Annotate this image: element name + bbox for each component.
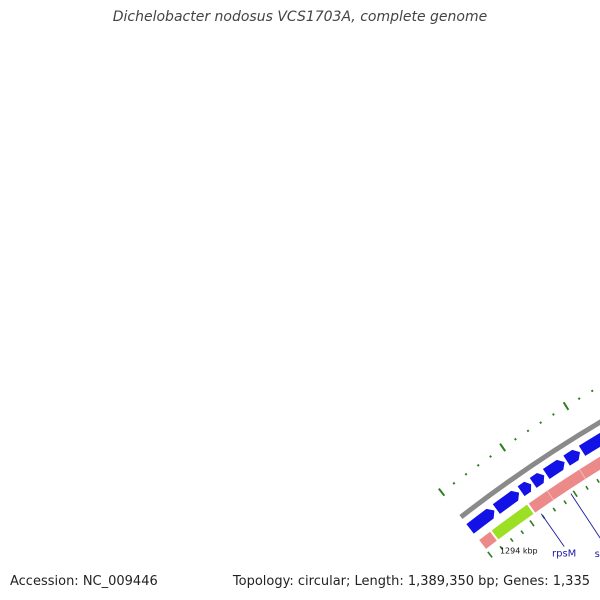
gc-tick <box>539 421 543 425</box>
scale-ticks: 1294 kbp1296 kbp1298 kbp1300 kbp1302 kbp… <box>500 546 538 555</box>
scale-tick-label: 1294 kbp <box>500 546 538 555</box>
feature-band-track <box>478 455 600 551</box>
cds-arrow-6 <box>578 432 600 456</box>
feature-band-2 <box>527 455 600 514</box>
feature-band-1 <box>490 503 535 541</box>
cds-track <box>466 432 600 534</box>
gc-tick <box>526 429 530 433</box>
gene-label-secY[interactable]: secY <box>595 549 600 560</box>
gc-tick <box>452 481 456 485</box>
gc-tick <box>552 413 555 416</box>
gc-tick <box>489 455 492 458</box>
inner-tick <box>585 485 589 491</box>
cds-arrow-4 <box>542 459 565 479</box>
gc-tick <box>476 463 480 467</box>
cds-arrow-0 <box>466 508 495 534</box>
cds-arrow-3 <box>529 473 545 488</box>
inner-tick <box>509 537 514 543</box>
inner-tick <box>552 507 557 512</box>
inner-tick <box>563 500 567 505</box>
gene-label-rpsM[interactable]: rpsM <box>552 549 576 560</box>
genome-summary: Topology: circular; Length: 1,389,350 bp… <box>232 574 590 589</box>
genome-title: Dichelobacter nodosus VCS1703A, complete… <box>112 9 488 25</box>
gc-skew-ticks <box>438 389 600 558</box>
band-divider <box>546 490 555 501</box>
gc-tick <box>499 443 507 452</box>
band-divider <box>578 468 587 480</box>
cds-arrow-5 <box>563 449 581 466</box>
gc-tick <box>464 472 468 476</box>
gc-tick <box>438 487 446 497</box>
inner-tick <box>520 530 525 535</box>
cds-arrow-1 <box>492 490 520 514</box>
inner-tick <box>572 490 578 498</box>
inner-tick <box>499 545 504 550</box>
cds-arrow-2 <box>517 481 532 497</box>
gene-leader-line <box>570 493 600 539</box>
gc-tick <box>577 397 581 401</box>
feature-band-0 <box>478 530 498 551</box>
gc-tick <box>562 401 570 411</box>
gc-tick <box>590 389 594 393</box>
gc-tick <box>514 437 517 441</box>
accession-label: Accession: NC_009446 <box>10 574 158 589</box>
inner-tick <box>596 478 600 484</box>
inner-tick <box>529 520 535 527</box>
inner-tick <box>487 551 493 558</box>
gene-labels: rpsMsecYrplOrpmDrpsErplRrplFrpsHrpsNrplE… <box>540 493 600 560</box>
gene-leader-line <box>540 513 565 547</box>
